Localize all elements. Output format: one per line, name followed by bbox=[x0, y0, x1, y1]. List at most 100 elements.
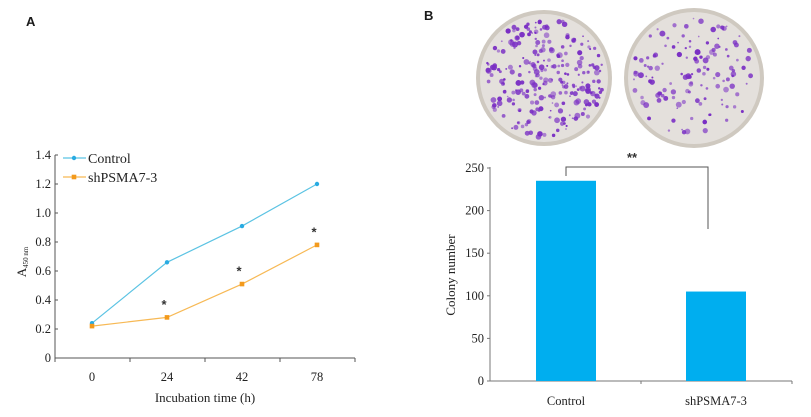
colony-dot bbox=[502, 82, 505, 85]
colony-dot bbox=[536, 60, 540, 64]
x-tick-label: Control bbox=[547, 394, 586, 408]
colony-dot bbox=[591, 99, 597, 104]
colony-dot bbox=[580, 42, 584, 46]
dish-plate bbox=[628, 12, 760, 144]
colony-dot bbox=[695, 98, 700, 104]
colony-dot bbox=[557, 108, 564, 114]
colony-dot bbox=[689, 81, 694, 85]
colony-dot bbox=[688, 39, 692, 43]
colony-dot bbox=[520, 124, 525, 129]
colony-dot bbox=[717, 37, 720, 40]
colony-dot bbox=[513, 124, 519, 130]
colony-dot bbox=[698, 102, 703, 106]
colony-dot bbox=[509, 69, 515, 75]
shpsma7-3-plate bbox=[624, 8, 764, 148]
colony-dot bbox=[712, 76, 716, 80]
colony-dot bbox=[533, 87, 537, 92]
data-point bbox=[314, 181, 320, 187]
colony-dot bbox=[532, 49, 538, 55]
colony-dot bbox=[681, 128, 683, 131]
colony-dot bbox=[654, 65, 660, 71]
colony-dot bbox=[500, 40, 503, 43]
colony-dot bbox=[649, 79, 655, 85]
colony-dot bbox=[537, 19, 542, 24]
colony-dot bbox=[693, 56, 698, 62]
colony-dot bbox=[646, 65, 650, 68]
colony-dot bbox=[511, 90, 516, 95]
colony-dot bbox=[505, 67, 508, 70]
colony-dot bbox=[600, 63, 603, 66]
colony-dot bbox=[504, 89, 507, 92]
colony-dot bbox=[547, 39, 552, 44]
colony-dot bbox=[694, 49, 701, 56]
data-point bbox=[314, 242, 320, 248]
colony-dot bbox=[561, 101, 566, 106]
colony-dot bbox=[702, 128, 708, 134]
colony-dot bbox=[705, 55, 711, 60]
colony-dot bbox=[485, 67, 491, 73]
colony-dot bbox=[564, 72, 567, 75]
colony-dot bbox=[745, 82, 748, 85]
colony-dot bbox=[684, 128, 691, 135]
colony-dot bbox=[565, 128, 567, 130]
colony-dot bbox=[492, 45, 498, 51]
x-tick-label: shPSMA7-3 bbox=[685, 394, 747, 408]
colony-dot bbox=[702, 65, 707, 70]
colony-dot bbox=[574, 112, 581, 119]
colony-dot bbox=[539, 76, 543, 80]
colony-dot bbox=[582, 71, 586, 75]
colony-dot bbox=[534, 100, 540, 105]
colony-dot bbox=[731, 74, 734, 78]
colony-dot bbox=[576, 88, 580, 91]
colony-dot bbox=[575, 85, 577, 87]
colony-dot bbox=[698, 18, 704, 24]
colony-dot bbox=[648, 34, 652, 38]
colony-dot bbox=[533, 29, 539, 35]
colony-dot bbox=[515, 89, 521, 95]
colony-dot bbox=[682, 74, 689, 80]
colony-dot bbox=[648, 65, 653, 71]
colony-dot bbox=[728, 65, 734, 71]
colony-dot bbox=[524, 122, 529, 127]
colony-dot bbox=[533, 69, 540, 75]
colony-dot bbox=[505, 28, 511, 34]
colony-dot bbox=[660, 93, 665, 98]
colony-dot bbox=[538, 106, 544, 112]
colony-dot bbox=[517, 73, 522, 78]
data-point bbox=[239, 223, 245, 229]
x-tick-label: 24 bbox=[161, 370, 174, 384]
colony-dot bbox=[671, 118, 676, 123]
colony-dot bbox=[741, 65, 746, 70]
colony-dot bbox=[506, 97, 513, 103]
colony-dot bbox=[681, 34, 685, 38]
colony-dot bbox=[547, 58, 551, 62]
colony-dot bbox=[554, 117, 560, 124]
colony-dot bbox=[486, 79, 491, 84]
colony-dot bbox=[558, 77, 563, 82]
colony-dot bbox=[672, 23, 677, 28]
colony-dot bbox=[576, 59, 583, 66]
colony-dot bbox=[534, 74, 538, 78]
colony-dot bbox=[515, 80, 522, 86]
y-axis-title: A450 nm bbox=[14, 246, 30, 277]
x-tick-label: 78 bbox=[311, 370, 324, 384]
colony-dot bbox=[740, 109, 744, 113]
colony-dot bbox=[708, 113, 712, 116]
colony-dot bbox=[684, 24, 689, 29]
colony-dot bbox=[523, 24, 529, 29]
colony-dot bbox=[563, 84, 569, 89]
y-tick-label: 100 bbox=[465, 289, 484, 303]
colony-dot bbox=[543, 59, 545, 62]
colony-dot bbox=[534, 21, 537, 24]
bar-shpsma7-3 bbox=[686, 291, 746, 381]
colony-dot bbox=[577, 50, 583, 56]
colony-dot bbox=[705, 41, 710, 45]
colony-dot bbox=[565, 124, 568, 128]
colony-dot bbox=[557, 64, 561, 68]
colony-dot bbox=[537, 131, 543, 137]
colony-dot bbox=[517, 107, 522, 113]
colony-dot bbox=[690, 73, 694, 76]
legend-label: shPSMA7-3 bbox=[88, 171, 157, 186]
colony-dot bbox=[496, 49, 501, 53]
colony-dot bbox=[684, 46, 687, 50]
